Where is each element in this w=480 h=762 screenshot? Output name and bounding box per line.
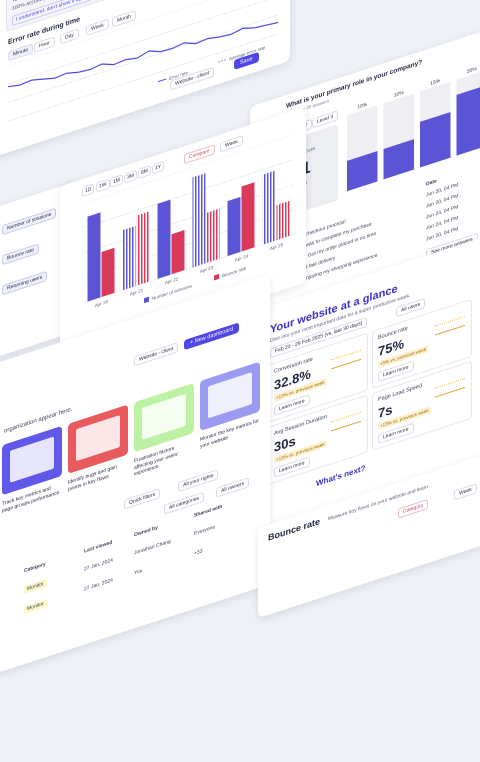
table-header: Owned by — [134, 525, 158, 539]
table-header: Category — [24, 561, 46, 574]
x-tick-label: Apr 22 — [165, 276, 179, 285]
legend-swatch — [144, 297, 149, 304]
dashboards-heading: organization appear here. — [4, 406, 72, 434]
bar — [193, 173, 206, 267]
whats-next: What's next? — [316, 463, 365, 488]
range-button[interactable]: 6M — [138, 165, 151, 179]
table-cell: 27 Jan, 2024 — [84, 557, 113, 572]
sparkline — [435, 316, 465, 336]
table-header: Shared with — [194, 504, 222, 519]
table-header: Date — [426, 178, 437, 188]
x-tick-label: Apr 25 — [270, 242, 284, 251]
filter-chip[interactable]: Returning users — [2, 271, 47, 296]
x-tick-label: Apr 21 — [130, 287, 144, 296]
sparkline — [331, 350, 361, 370]
legend-label: Bounce rate — [222, 265, 247, 278]
bar — [158, 200, 171, 279]
bar — [263, 170, 276, 244]
bar — [242, 182, 255, 251]
bar — [123, 226, 136, 290]
category-select[interactable]: Category — [398, 499, 428, 519]
range-button[interactable]: 1W — [96, 178, 110, 192]
x-tick-label: Apr 23 — [200, 265, 214, 274]
range-button[interactable]: 1D — [82, 183, 94, 197]
table-cell: Everyone — [194, 524, 215, 537]
page: Dashboard collage html,body{margin:0;pad… — [0, 0, 480, 576]
granularity-select[interactable]: Week — [220, 135, 243, 152]
table-cell: Monitor — [24, 599, 47, 614]
table-header: Last viewed — [84, 539, 112, 554]
sparkline — [331, 412, 361, 432]
your-rights[interactable]: All your rights — [178, 469, 218, 492]
table-cell: Monitor — [24, 579, 47, 594]
bar — [457, 85, 480, 156]
week-select[interactable]: Week — [454, 483, 477, 500]
range-button[interactable]: 3M — [124, 170, 137, 184]
website-select[interactable]: Website - client — [134, 342, 178, 366]
legend-swatch — [214, 274, 219, 281]
bar — [172, 230, 185, 274]
bar — [88, 212, 101, 301]
legend-swatch — [218, 60, 226, 63]
filter-chip[interactable]: Bounce rate — [2, 243, 39, 265]
metric-label: Page Load Speed — [378, 383, 422, 403]
bar — [137, 211, 150, 285]
table-cell: You — [134, 568, 142, 577]
bar — [277, 201, 290, 240]
bar — [228, 197, 241, 256]
bar — [102, 248, 115, 297]
quick-filters[interactable]: Quick filters — [124, 488, 160, 510]
range-button[interactable]: 1M — [110, 174, 123, 188]
owners-filter[interactable]: All owners — [216, 477, 249, 498]
table-cell: +33 — [194, 548, 202, 557]
x-tick-label: Apr 20 — [95, 299, 109, 308]
bar — [207, 209, 220, 263]
legend-label: Number of sessions — [152, 283, 192, 301]
table-cell: Jonathan Chang — [134, 539, 171, 557]
x-tick-label: Apr 24 — [235, 253, 249, 262]
legend-swatch — [158, 79, 166, 82]
table-cell: 27 Jan, 2024 — [84, 577, 113, 592]
range-button[interactable]: 1Y — [152, 161, 164, 175]
body: {"error_panel":{"notice":"To reduce dela… — [0, 0, 480, 576]
sparkline — [435, 378, 465, 398]
filter-chip[interactable]: Number of sessions — [2, 208, 56, 236]
new-dashboard[interactable]: + New dashboard — [184, 322, 239, 350]
